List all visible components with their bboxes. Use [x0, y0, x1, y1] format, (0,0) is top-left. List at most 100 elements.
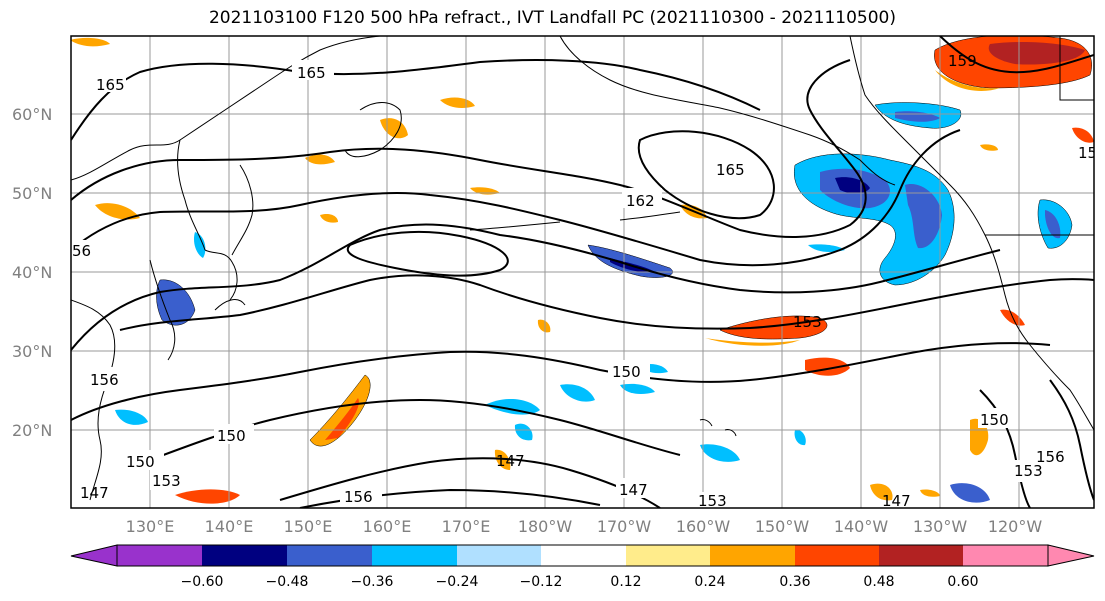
orange-blob-9	[870, 483, 893, 501]
blue-blob-se-10	[808, 244, 845, 253]
colorbar-segment	[117, 545, 202, 566]
lon-label: 130°E	[126, 517, 175, 536]
negative-anomaly-fills	[115, 102, 1073, 503]
contour-label: 150	[126, 453, 155, 471]
contour-labels: 165 165 165 162 159 156 156 156 156 153 …	[71, 52, 1094, 510]
contour-label: 147	[882, 492, 911, 510]
red-streak-west	[325, 398, 359, 440]
blue-blob-se-8	[794, 429, 806, 446]
contour-label: 56	[72, 242, 91, 260]
contour-label: 162	[626, 192, 655, 210]
orange-blob-14	[920, 489, 940, 497]
blue-blob-se-5	[950, 483, 990, 503]
colorbar-segment	[541, 545, 626, 566]
orange-band-midpac	[705, 338, 800, 346]
orange-blob-13	[320, 213, 338, 223]
lon-label: 120°W	[988, 517, 1043, 536]
lon-label: 140°W	[834, 517, 889, 536]
contour-165-closed	[637, 130, 775, 220]
red-band-midpac	[719, 315, 828, 340]
orange-blob-11	[71, 37, 110, 47]
lon-label: 160°W	[676, 517, 731, 536]
coastline-japan	[214, 164, 254, 311]
colorbar-segment	[372, 545, 457, 566]
lon-label: 180°W	[518, 517, 573, 536]
contour-label: 150	[612, 363, 641, 381]
contour-159-north	[939, 36, 1094, 74]
blue-blob-japan	[193, 232, 206, 258]
lat-label: 60°N	[12, 105, 52, 124]
lon-label: 130°W	[913, 517, 968, 536]
colorbar-tick-label: −0.48	[266, 574, 309, 590]
map-content: 165 165 165 162 159 156 156 156 156 153 …	[71, 36, 1094, 510]
blue-blob-se-3	[620, 383, 655, 394]
colorbar-tick-label: 0.24	[694, 574, 725, 590]
contour-label: 153	[698, 492, 727, 510]
contour-label: 165	[716, 161, 745, 179]
contour-label: 147	[80, 484, 109, 502]
map-frame	[70, 35, 1095, 509]
contour-156	[71, 223, 1001, 351]
coastline-alaska	[559, 36, 896, 186]
colorbar-high-extension	[1047, 544, 1095, 567]
lon-label: 170°E	[442, 517, 491, 536]
colorbar-segment	[457, 545, 541, 566]
colorbar-tick-label: 0.48	[863, 574, 894, 590]
blue-blob-se-6	[514, 423, 533, 441]
colorbar-segment	[202, 545, 287, 566]
blue-core-coast	[905, 184, 942, 249]
darkred-core-canada	[988, 42, 1085, 65]
orange-blob-6	[494, 449, 511, 470]
orange-blob-bottom	[175, 489, 240, 504]
contour-label: 150	[217, 427, 246, 445]
colorbar-segment	[963, 545, 1048, 566]
blue-blob-se-4	[700, 444, 740, 462]
coastline-kamchatka	[344, 102, 402, 158]
contour-150	[71, 342, 1051, 421]
contour-label: 147	[496, 452, 525, 470]
longitude-labels: 130°E 140°E 150°E 160°E 170°E 180°W 170°…	[126, 517, 1043, 536]
latitude-labels: 60°N 50°N 40°N 30°N 20°N	[12, 105, 52, 440]
contour-label: 165	[96, 76, 125, 94]
colorbar-segment	[795, 545, 879, 566]
contour-162	[71, 59, 867, 238]
colorbar-segment	[626, 545, 710, 566]
positive-anomaly-fills	[71, 36, 1094, 504]
contour-label: 156	[344, 488, 373, 506]
colorbar-segment	[879, 545, 963, 566]
colorbar-tick-label: −0.24	[436, 574, 479, 590]
lat-label: 40°N	[12, 263, 52, 282]
contour-label: 165	[297, 64, 326, 82]
lon-label: 150°E	[284, 517, 333, 536]
lon-label: 170°W	[597, 517, 652, 536]
colorbar-tick-label: 0.36	[779, 574, 810, 590]
contour-165-north	[71, 59, 761, 141]
contour-label: 153	[152, 472, 181, 490]
colorbar-tick-label: 0.60	[947, 574, 978, 590]
contour-159-mid	[71, 129, 961, 267]
orange-blob-15	[980, 144, 998, 151]
orange-blob-3	[95, 203, 140, 220]
contour-label: 153	[793, 313, 822, 331]
contour-label: 159	[948, 52, 977, 70]
colorbar-low-extension	[70, 544, 118, 567]
contour-label: 147	[619, 481, 648, 499]
orange-blob-8	[1072, 127, 1094, 143]
colorbar-segment	[710, 545, 795, 566]
contour-east-156	[1049, 379, 1094, 501]
colorbar-tick-label: −0.60	[181, 574, 224, 590]
orange-blob-10	[537, 319, 551, 333]
blue-blob-se-2	[560, 384, 595, 402]
lon-label: 160°E	[363, 517, 412, 536]
lon-label: 150°W	[755, 517, 810, 536]
contour-east-150	[979, 389, 1031, 508]
blue-blob-se-1	[485, 398, 540, 415]
lat-label: 50°N	[12, 184, 52, 203]
contour-label: 153	[1014, 462, 1043, 480]
orange-streak-west	[309, 374, 371, 447]
lon-label: 140°E	[205, 517, 254, 536]
colorbar: −0.60 −0.48 −0.36 −0.24 −0.12 0.12 0.24 …	[70, 544, 1095, 590]
contour-label: 156	[90, 371, 119, 389]
blue-blob-se-7	[115, 409, 148, 425]
figure-title: 2021103100 F120 500 hPa refract., IVT La…	[208, 8, 896, 28]
